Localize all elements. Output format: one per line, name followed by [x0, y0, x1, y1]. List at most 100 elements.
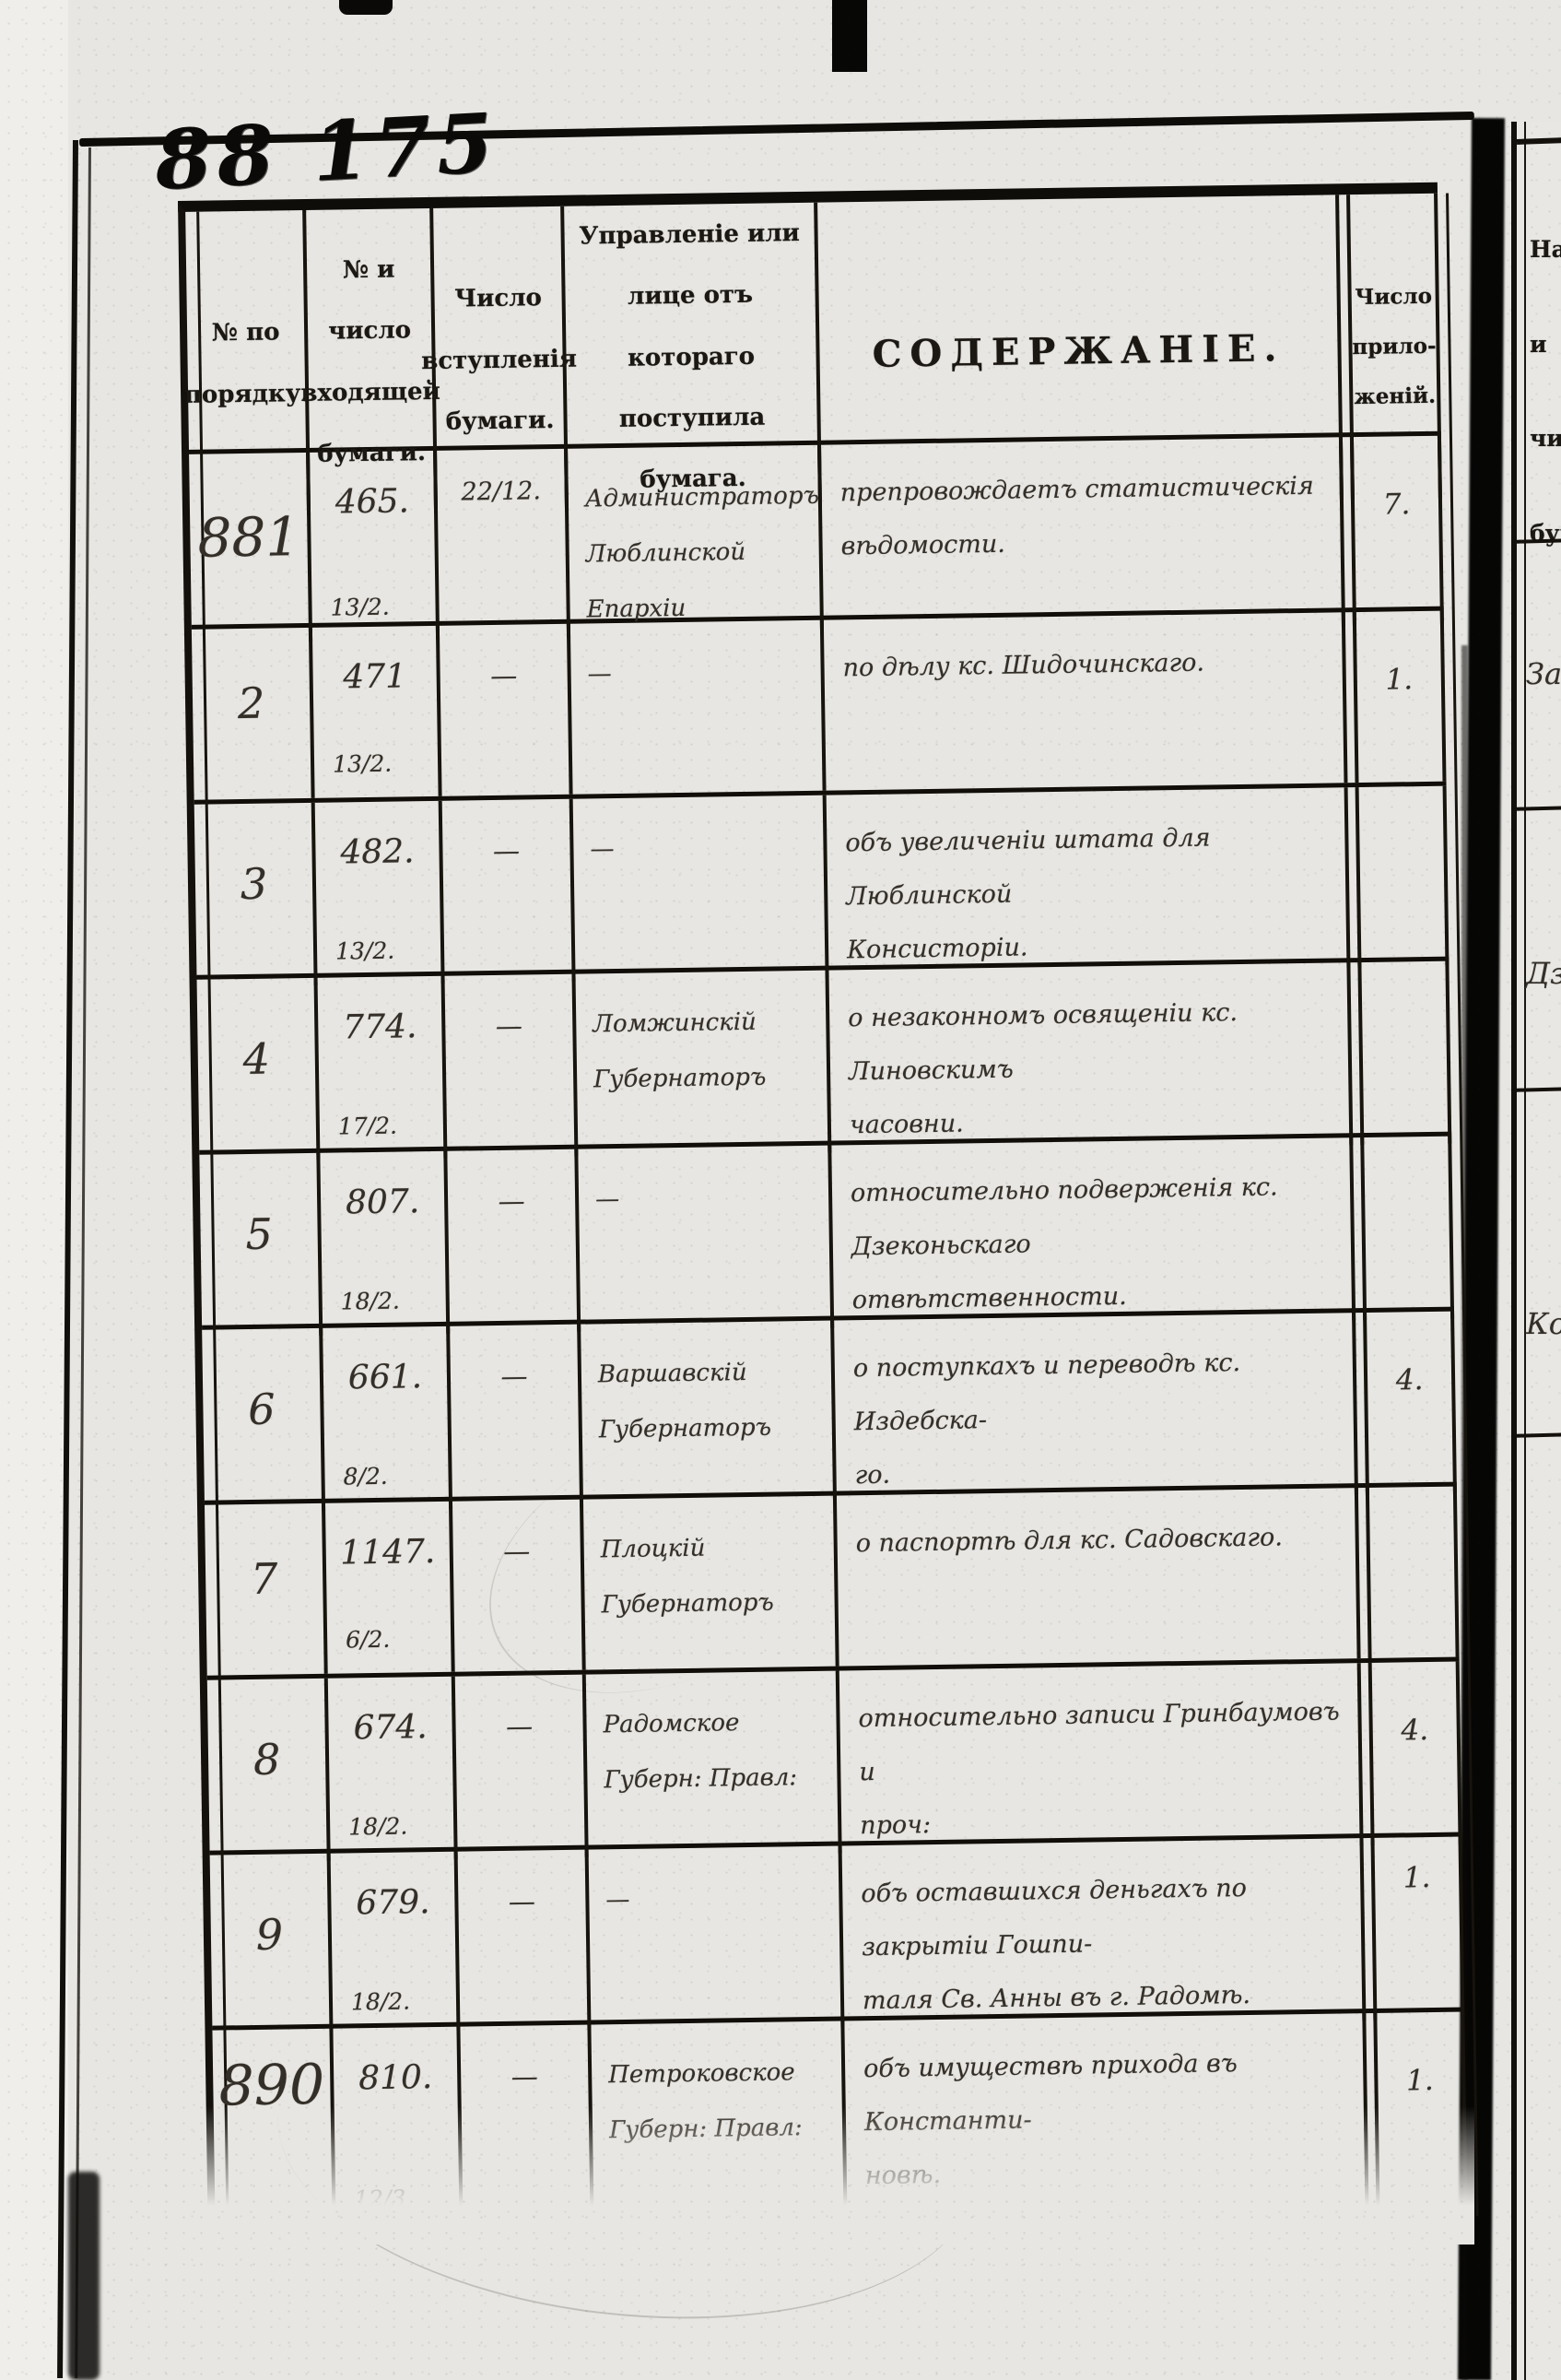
source-entry: Администраторъ Люблинской Епархіи [568, 444, 825, 639]
incoming-number: 465. [334, 482, 410, 522]
table-row: 881 465. 13/2. 22/12. Администраторъ Люб… [189, 435, 1444, 644]
received-date: 22/12. [437, 448, 571, 641]
incoming-cell: 661. 8/2. [323, 1325, 453, 1511]
incoming-cell: 807. 18/2. [320, 1150, 451, 1336]
order-number: 9 [209, 1853, 334, 2038]
source-entry: Радомское Губерн: Правл: [585, 1670, 842, 1857]
incoming-number: 679. [356, 1883, 430, 1923]
table-row: 3 482. 13/2. — — объ увеличеніи штата дл… [194, 785, 1450, 987]
incoming-date: 13/2. [330, 594, 390, 621]
table-row: 6 661. 8/2. — Варшавскій Губернаторъ о п… [202, 1311, 1457, 1513]
table-header-row: № по порядку. № и число входящей бумаги.… [184, 193, 1442, 518]
incoming-cell: 465. 13/2. [310, 450, 440, 642]
incoming-number: 807. [345, 1183, 420, 1222]
next-page-top-rule [1516, 137, 1561, 145]
binding-ink-blotch [68, 2172, 100, 2380]
order-number: 3 [194, 802, 318, 987]
incoming-cell: 774. 17/2. [317, 975, 448, 1161]
content-entry: о поступкахъ и переводѣ кс. Издебска- го… [834, 1313, 1358, 1503]
order-number: 5 [199, 1152, 323, 1337]
table-row: 4 774. 17/2. — Ломжинскій Губернаторъ о … [196, 960, 1452, 1162]
incoming-number: 674. [353, 1708, 428, 1748]
table-row: 5 807. 18/2. — — относительно подвержені… [199, 1136, 1455, 1337]
order-number: 881 [189, 452, 313, 644]
next-page-entry-fragment: Ко [1526, 1306, 1561, 1341]
next-page-header-fragment: Наз и чис бум [1530, 236, 1561, 547]
attachments-count: 1. [1374, 1836, 1465, 2021]
source-entry: Ломжинскій Губернаторъ [575, 970, 832, 1157]
source-entry: — [578, 1145, 835, 1332]
scan-margin [0, 0, 68, 2380]
source-entry: Плоцкій Губернаторъ [582, 1495, 839, 1670]
incoming-number: 774. [342, 1007, 417, 1047]
content-entry: о паспортѣ для кс. Садовскаго. [836, 1488, 1361, 1667]
incoming-cell: 471 13/2. [311, 625, 442, 798]
incoming-date: 13/2. [332, 749, 393, 778]
next-page-rule [1516, 1087, 1561, 1092]
attachments-count [1364, 1136, 1455, 1321]
source-entry: — [572, 795, 829, 982]
received-date: — [444, 973, 579, 1159]
source-entry: — [569, 619, 827, 795]
scan-artifact-bar [832, 0, 867, 72]
content-entry: относительно подверженія кс. Дзеконьскаг… [831, 1137, 1356, 1328]
incoming-number: 810. [358, 2058, 433, 2098]
content-entry: о незаконномъ освященіи кс. Линовскимъ ч… [828, 962, 1354, 1153]
received-date: — [452, 1499, 586, 1672]
received-date: — [457, 1849, 592, 2034]
incoming-cell: 482. 13/2. [314, 800, 445, 985]
next-page-edge: Наз и чис бум За Дз Ко [1511, 122, 1561, 2380]
received-date: — [450, 1324, 584, 1509]
content-entry: по дѣлу кс. Шидочинскаго. [823, 612, 1348, 791]
page-left-edge-inner [75, 147, 91, 2378]
incoming-date: 18/2. [350, 1987, 411, 2016]
order-number: 4 [196, 977, 321, 1162]
received-date: — [441, 798, 576, 984]
next-page-rule [1516, 1432, 1561, 1438]
attachments-count: 4. [1371, 1661, 1462, 1846]
incoming-date: 6/2. [345, 1625, 391, 1654]
incoming-date: 8/2. [343, 1462, 388, 1490]
attachments-count [1368, 1486, 1460, 1658]
table-row: 8 674. 18/2. — Радомское Губерн: Правл: … [206, 1661, 1462, 1863]
content-entry: препровождаетъ статистическія вѣдомости. [821, 437, 1345, 635]
source-entry: — [588, 1845, 845, 2032]
incoming-date: 17/2. [337, 1112, 398, 1140]
table-row: 7 1147. 6/2. — Плоцкій Губернаторъ о пас… [204, 1486, 1460, 1680]
received-date: — [447, 1149, 581, 1334]
received-date: — [454, 1674, 589, 1859]
next-page-entry-fragment: Дз [1526, 956, 1561, 991]
register-table: № по порядку. № и число входящей бумаги.… [178, 182, 1468, 2235]
incoming-cell: 1147. 6/2. [324, 1501, 455, 1674]
incoming-cell: 674. 18/2. [327, 1676, 458, 1861]
order-number: 8 [206, 1678, 331, 1863]
incoming-number: 1147. [339, 1533, 436, 1573]
incoming-date: 18/2. [347, 1812, 408, 1841]
content-entry: объ увеличеніи штата для Люблинской Конс… [826, 787, 1351, 978]
scan-artifact-blob [339, 0, 393, 15]
table-fadeout [129, 2106, 1474, 2245]
content-entry: объ оставшихся деньгахъ по закрытіи Гошп… [841, 1838, 1367, 2029]
incoming-number: 471 [343, 657, 407, 697]
incoming-number: 661. [347, 1358, 423, 1397]
next-page-rule [1516, 806, 1561, 811]
order-number: 7 [204, 1502, 328, 1676]
order-number: 2 [191, 627, 315, 800]
incoming-number: 482. [340, 832, 415, 872]
table-row: 2 471 13/2. — — по дѣлу кс. Шидочинскаго… [191, 610, 1447, 805]
folio-number-annotation: 88 175 [152, 94, 501, 208]
incoming-date: 13/2. [334, 937, 395, 965]
attachments-count: 1. [1356, 610, 1447, 784]
source-entry: Варшавскій Губернаторъ [581, 1320, 838, 1507]
next-page-entry-fragment: За [1526, 656, 1561, 691]
received-date: — [439, 623, 573, 796]
attachments-count [1358, 785, 1450, 971]
incoming-cell: 679. 18/2. [330, 1851, 461, 2036]
attachments-count: 4. [1367, 1311, 1457, 1496]
table-row: 9 679. 18/2. — — объ оставшихся деньгахъ… [209, 1836, 1465, 2038]
order-number: 6 [202, 1327, 326, 1513]
content-entry: относительно записи Гринбаумовъ и проч: [839, 1663, 1364, 1854]
incoming-date: 18/2. [340, 1287, 401, 1315]
attachments-count: 7. [1353, 435, 1444, 627]
